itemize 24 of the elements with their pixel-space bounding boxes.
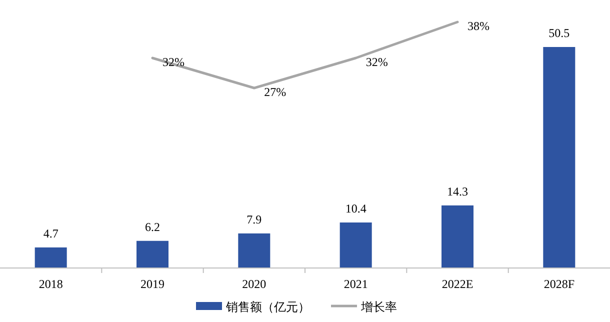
x-tick-label: 2019 [140, 277, 164, 291]
data-label: 6.2 [145, 220, 160, 234]
legend-label: 增长率 [360, 300, 397, 314]
x-tick-label: 2018 [38, 277, 63, 291]
x-tick-label: 2021 [344, 277, 368, 291]
bar [34, 247, 67, 268]
data-label: 38% [468, 19, 490, 33]
data-label: 10.4 [345, 201, 366, 216]
bar [442, 205, 474, 268]
x-tick-label: 2020 [242, 277, 266, 291]
data-label: 4.7 [43, 226, 58, 240]
data-label: 32% [162, 55, 184, 69]
x-tick-label: 2028F [544, 277, 575, 291]
data-label: 27% [264, 85, 286, 99]
bar [340, 222, 372, 268]
data-label: 7.9 [246, 212, 262, 226]
data-label: 50.5 [548, 26, 570, 40]
legend-label: 销售额（亿元） [225, 300, 310, 314]
bar [136, 240, 168, 268]
bar [543, 47, 576, 268]
bar [238, 233, 270, 268]
x-tick-label: 2022E [442, 277, 474, 291]
data-label: 32% [366, 55, 388, 69]
data-label: 14.3 [447, 184, 468, 198]
